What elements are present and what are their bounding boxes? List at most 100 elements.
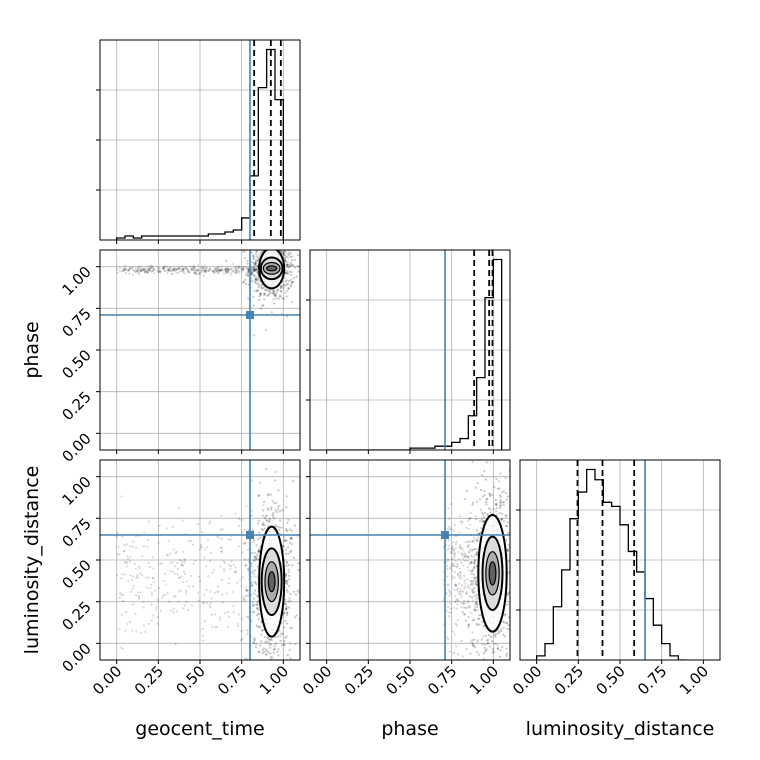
scatter-point <box>463 552 466 555</box>
scatter-point <box>453 555 456 559</box>
scatter-point <box>116 574 119 577</box>
scatter-point <box>247 616 250 619</box>
scatter-point <box>469 572 472 576</box>
scatter-point <box>153 581 156 584</box>
scatter-point <box>227 268 230 271</box>
scatter-point <box>251 269 255 272</box>
scatter-point <box>250 580 253 584</box>
scatter-point <box>257 617 260 621</box>
scatter-point <box>467 624 470 627</box>
scatter-point <box>243 558 246 561</box>
scatter-point <box>147 562 150 565</box>
scatter-point <box>290 252 293 255</box>
scatter-point <box>283 538 287 542</box>
scatter-point <box>216 535 219 538</box>
scatter-point <box>283 276 286 280</box>
scatter-point <box>194 273 197 276</box>
scatter-point <box>504 622 508 625</box>
scatter-point <box>181 519 184 522</box>
scatter-point <box>283 251 286 254</box>
scatter-point <box>277 288 280 291</box>
scatter-point <box>235 270 238 274</box>
scatter-point <box>266 494 269 497</box>
scatter-point <box>464 553 467 556</box>
scatter-point <box>473 565 476 569</box>
scatter-point <box>285 560 288 564</box>
scatter-point <box>161 594 165 597</box>
scatter-point <box>256 601 259 604</box>
scatter-point <box>486 513 489 516</box>
scatter-point <box>459 571 462 574</box>
scatter-point <box>254 569 257 572</box>
scatter-point <box>254 279 257 282</box>
y-axis-label-phase: phase <box>21 321 43 378</box>
scatter-point <box>259 285 262 288</box>
scatter-point <box>200 266 204 269</box>
scatter-point <box>452 652 455 655</box>
scatter-point <box>251 583 254 587</box>
scatter-point <box>506 603 509 606</box>
scatter-point <box>259 292 263 295</box>
scatter-point <box>265 640 268 643</box>
scatter-point <box>253 268 256 271</box>
scatter-point <box>483 515 486 518</box>
scatter-point <box>203 548 207 551</box>
scatter-point <box>471 643 474 646</box>
scatter-point <box>244 542 247 545</box>
scatter-point <box>471 501 475 504</box>
scatter-point <box>229 538 232 541</box>
scatter-point <box>201 601 205 604</box>
scatter-point <box>233 266 236 269</box>
scatter-point <box>255 250 258 253</box>
scatter-point <box>147 520 150 523</box>
scatter-point <box>131 575 135 578</box>
scatter-point <box>491 640 494 643</box>
scatter-point <box>250 270 253 273</box>
scatter-point <box>242 251 246 254</box>
scatter-point <box>252 603 255 606</box>
scatter-point <box>473 608 476 611</box>
scatter-point <box>177 600 180 603</box>
scatter-point <box>183 558 186 561</box>
scatter-point <box>254 259 258 262</box>
scatter-point <box>286 521 289 524</box>
scatter-point <box>254 263 257 266</box>
scatter-point <box>280 284 283 288</box>
scatter-point <box>268 518 272 521</box>
scatter-point <box>155 605 158 608</box>
scatter-point <box>166 268 169 272</box>
scatter-point <box>477 608 480 611</box>
truth-marker <box>441 531 449 539</box>
scatter-point <box>196 272 199 275</box>
scatter-point <box>500 518 503 521</box>
scatter-point <box>257 286 260 289</box>
scatter-point <box>476 539 479 542</box>
scatter-point <box>506 548 509 551</box>
scatter-point <box>253 551 256 555</box>
scatter-point <box>496 647 500 650</box>
scatter-point <box>475 529 479 532</box>
scatter-point <box>230 271 233 274</box>
scatter-point <box>284 271 287 275</box>
scatter-point <box>451 569 454 572</box>
scatter-point <box>255 252 258 255</box>
scatter-point <box>220 268 223 271</box>
scatter-point <box>218 269 221 273</box>
scatter-point <box>474 486 478 489</box>
scatter-point <box>254 276 258 279</box>
scatter-point <box>256 267 259 270</box>
scatter-point <box>294 258 297 262</box>
scatter-point <box>146 265 149 268</box>
scatter-point <box>467 624 470 627</box>
scatter-point <box>273 648 277 651</box>
scatter-point <box>467 615 470 619</box>
scatter-point <box>498 501 502 504</box>
scatter-point <box>480 489 483 492</box>
scatter-point <box>273 645 276 648</box>
scatter-point <box>269 291 272 294</box>
scatter-point <box>461 552 464 555</box>
scatter-point <box>282 254 285 257</box>
scatter-point <box>193 266 196 269</box>
scatter-point <box>274 509 277 512</box>
scatter-point <box>246 629 249 632</box>
